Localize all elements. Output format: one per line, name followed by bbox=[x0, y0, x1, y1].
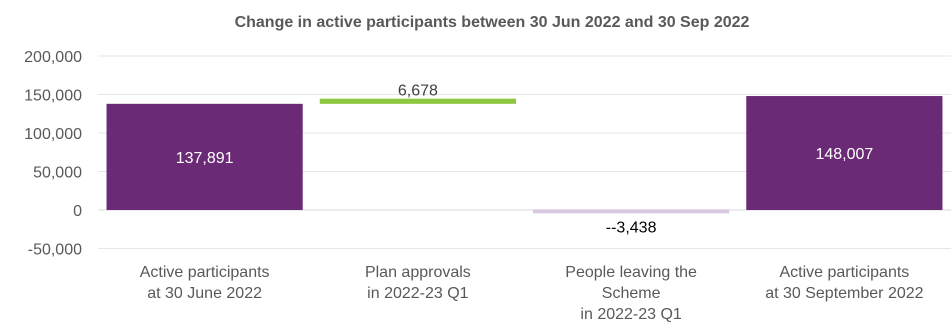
data-label: 148,007 bbox=[815, 146, 873, 163]
y-tick-label: 50,000 bbox=[33, 165, 82, 182]
y-tick-label: 150,000 bbox=[24, 88, 82, 105]
category-label: Plan approvals bbox=[365, 264, 471, 281]
bar-increase bbox=[319, 98, 516, 104]
category-label: People leaving the bbox=[565, 264, 697, 281]
data-label: 6,678 bbox=[398, 83, 438, 100]
bars bbox=[106, 96, 943, 214]
category-label: in 2022-23 Q1 bbox=[580, 306, 682, 323]
y-tick-label: -50,000 bbox=[28, 242, 82, 259]
bar-total bbox=[746, 96, 943, 210]
category-label: at 30 September 2022 bbox=[765, 285, 923, 302]
data-label: --3,438 bbox=[606, 220, 657, 237]
x-axis-categories: Active participants at 30 June 2022 Plan a… bbox=[140, 264, 924, 323]
category-label: in 2022-23 Q1 bbox=[367, 285, 469, 302]
data-labels: 137,891 6,678 --3,438 148,007 bbox=[176, 83, 874, 237]
chart-title: Change in active participants between 30… bbox=[235, 14, 750, 31]
data-label: 137,891 bbox=[176, 150, 234, 167]
category-label: at 30 June 2022 bbox=[147, 285, 262, 302]
y-axis: 200,000 150,000 100,000 50,000 0 -50,000 bbox=[24, 49, 82, 259]
y-tick-label: 100,000 bbox=[24, 126, 82, 143]
category-label: Active participants bbox=[779, 264, 909, 281]
category-label: Scheme bbox=[602, 285, 661, 302]
bar-total bbox=[106, 103, 303, 210]
y-tick-label: 200,000 bbox=[24, 49, 82, 66]
category-label: Active participants bbox=[140, 264, 270, 281]
bar-decrease bbox=[533, 209, 730, 214]
y-tick-label: 0 bbox=[73, 203, 82, 220]
